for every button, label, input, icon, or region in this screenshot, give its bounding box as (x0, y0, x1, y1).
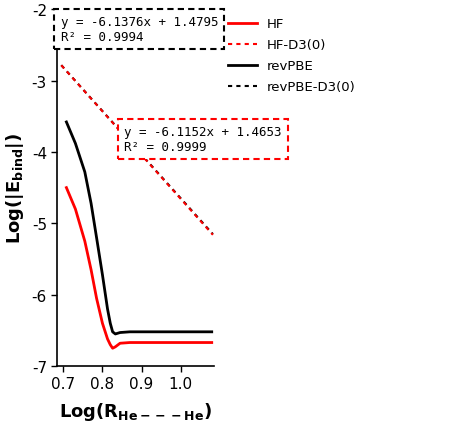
HF (82, 239, 88, 244)
revPBE (99, 273, 105, 278)
HF (105, 337, 110, 342)
revPBE (82, 170, 88, 175)
HF-D3(0) (149, 164, 154, 170)
revPBE-D3(0) (196, 216, 202, 222)
revPBE (194, 329, 200, 334)
revPBE (73, 141, 78, 147)
HF (94, 296, 99, 301)
HF (178, 340, 184, 345)
HF-D3(0) (210, 233, 216, 238)
revPBE-D3(0) (186, 205, 192, 210)
HF (127, 340, 133, 345)
revPBE-D3(0) (151, 167, 157, 172)
HF (64, 186, 69, 191)
HF-D3(0) (186, 206, 192, 211)
Line: revPBE: revPBE (66, 123, 212, 334)
HF-D3(0) (58, 63, 64, 69)
revPBE (107, 321, 113, 326)
revPBE (105, 307, 110, 312)
revPBE-D3(0) (58, 63, 64, 69)
HF (143, 340, 148, 345)
revPBE (117, 330, 123, 335)
HF (194, 340, 200, 345)
revPBE-D3(0) (149, 164, 154, 169)
revPBE (64, 120, 69, 125)
revPBE-D3(0) (210, 232, 216, 237)
revPBE (158, 329, 164, 334)
revPBE (88, 201, 94, 207)
Line: HF-D3(0): HF-D3(0) (61, 66, 213, 235)
HF (107, 343, 113, 348)
Line: HF: HF (66, 188, 212, 348)
revPBE (209, 329, 215, 334)
HF (99, 321, 105, 326)
HF (88, 268, 94, 273)
HF (110, 346, 115, 351)
revPBE (178, 329, 184, 334)
HF-D3(0) (151, 167, 157, 172)
Line: revPBE-D3(0): revPBE-D3(0) (61, 66, 213, 235)
revPBE (110, 329, 115, 334)
Legend: HF, HF-D3(0), revPBE, revPBE-D3(0): HF, HF-D3(0), revPBE, revPBE-D3(0) (222, 13, 361, 99)
Text: y = -6.1152x + 1.4653
R² = 0.9999: y = -6.1152x + 1.4653 R² = 0.9999 (124, 126, 282, 153)
HF (158, 340, 164, 345)
HF-D3(0) (148, 164, 154, 169)
HF (73, 207, 78, 212)
X-axis label: Log(R$_{\mathregular{He---He}}$): Log(R$_{\mathregular{He---He}}$) (59, 400, 212, 422)
HF (209, 340, 215, 345)
revPBE (94, 236, 99, 241)
HF-D3(0) (196, 217, 202, 222)
revPBE (143, 329, 148, 334)
HF (113, 345, 118, 350)
revPBE (113, 331, 118, 337)
HF-D3(0) (59, 64, 65, 69)
HF (117, 341, 123, 346)
revPBE-D3(0) (59, 64, 65, 69)
revPBE (127, 329, 133, 334)
Text: y = -6.1376x + 1.4795
R² = 0.9994: y = -6.1376x + 1.4795 R² = 0.9994 (60, 16, 218, 44)
revPBE-D3(0) (148, 163, 154, 168)
Y-axis label: Log(|E$_{\mathregular{bind}}$|): Log(|E$_{\mathregular{bind}}$|) (4, 133, 26, 244)
